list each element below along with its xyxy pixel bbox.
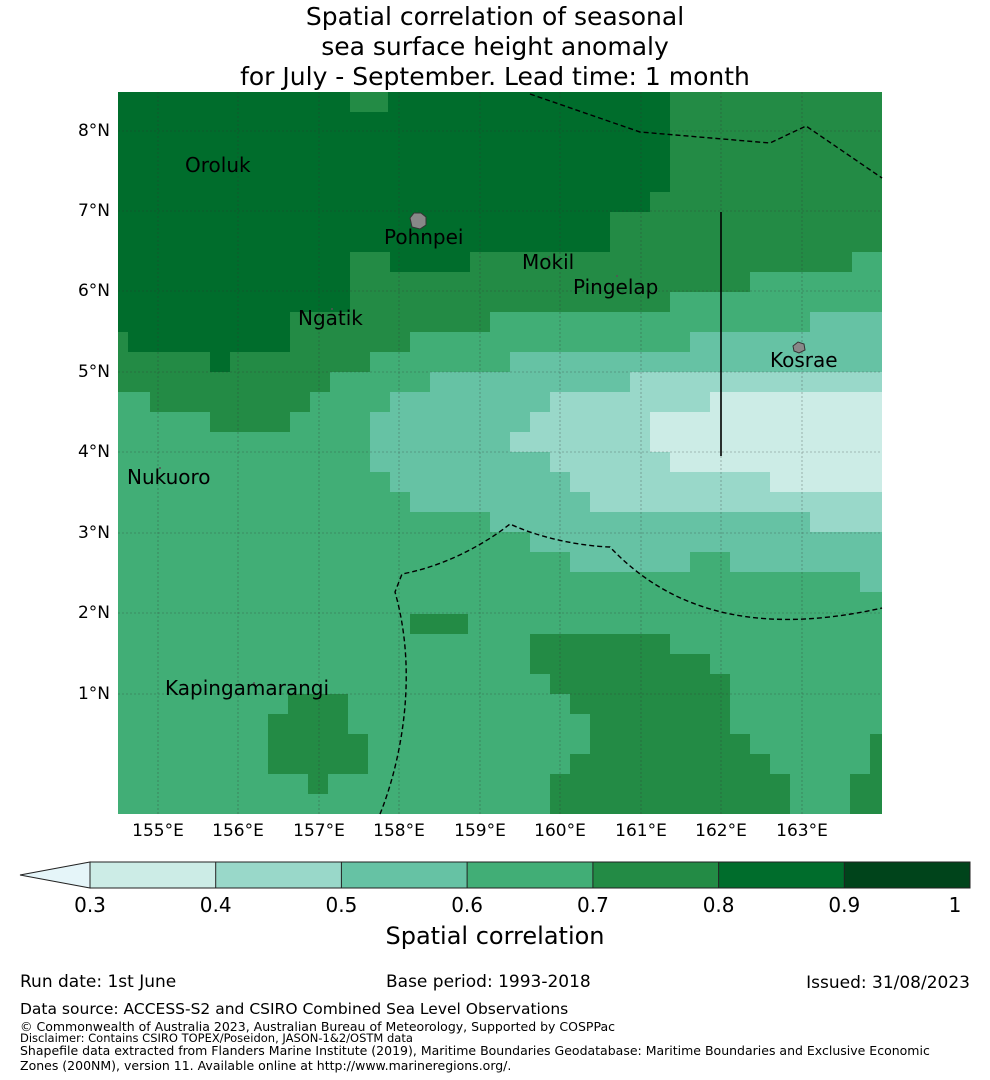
data-source: Data source: ACCESS-S2 and CSIRO Combine…	[20, 1000, 569, 1018]
lon-tick-label: 157°E	[293, 821, 345, 841]
colorbar-tick-label: 0.9	[828, 893, 861, 917]
field-region-03	[650, 392, 882, 492]
colorbar-segment-08	[718, 862, 845, 888]
pohnpei-island	[409, 212, 427, 230]
place-label-oroluk: Oroluk	[185, 153, 251, 177]
run-date: Run date: 1st June	[20, 972, 177, 992]
colorbar-dividers	[215, 862, 845, 888]
place-label-kosrae: Kosrae	[770, 348, 838, 372]
mokil-island	[548, 256, 550, 258]
colorbar-tick-label: 0.7	[576, 893, 609, 917]
field-cell-07	[350, 92, 388, 112]
lon-tick-label: 156°E	[212, 821, 264, 841]
map-title: Spatial correlation of seasonal sea surf…	[0, 2, 990, 92]
place-label-kapingamarangi: Kapingamarangi	[165, 676, 330, 700]
colorbar-segment-07	[592, 862, 719, 888]
grid-lines	[118, 92, 882, 814]
place-label-ngatik: Ngatik	[298, 306, 363, 330]
colorbar-tick-label: 1	[948, 893, 962, 917]
title-line-1: Spatial correlation of seasonal	[305, 2, 685, 31]
lat-tick-label: 6°N	[77, 281, 110, 301]
field-region-08-north	[118, 92, 670, 372]
colorbar	[19, 861, 971, 889]
colorbar-frame	[89, 861, 971, 889]
place-label-pingelap: Pingelap	[573, 275, 659, 299]
title-line-3: for July - September. Lead time: 1 month	[240, 62, 750, 91]
colorbar-segment-03	[90, 862, 216, 888]
base-period: Base period: 1993-2018	[386, 972, 591, 992]
shapefile-credit: Shapefile data extracted from Flanders M…	[20, 1043, 930, 1073]
colorbar-extend-low	[19, 861, 91, 889]
lat-tick-label: 7°N	[77, 201, 110, 221]
lon-tick-label: 162°E	[695, 821, 747, 841]
lat-tick-label: 5°N	[77, 362, 110, 382]
copyright-notice: © Commonwealth of Australia 2023, Austra…	[20, 1019, 615, 1034]
nukuoro-island	[159, 467, 161, 469]
lat-tick-label: 8°N	[77, 121, 110, 141]
issued-date: Issued: 31/08/2023	[806, 973, 970, 993]
lon-tick-label: 158°E	[373, 821, 425, 841]
lon-tick-label: 160°E	[534, 821, 586, 841]
kosrae-island	[792, 341, 806, 354]
place-label-pohnpei: Pohnpei	[384, 225, 464, 249]
field-region-07-southwest	[268, 694, 368, 794]
disclaimer: Disclaimer: Contains CSIRO TOPEX/Poseido…	[20, 1031, 413, 1045]
field-region-07-southeast	[850, 734, 882, 814]
pingelap-island	[616, 275, 618, 277]
field-cell-07	[410, 614, 468, 634]
lat-tick-label: 4°N	[77, 442, 110, 462]
colorbar-tick-label: 0.8	[702, 893, 735, 917]
place-label-mokil: Mokil	[522, 250, 575, 274]
colorbar-tick-label: 0.6	[451, 893, 483, 917]
lon-tick-label: 163°E	[776, 821, 828, 841]
colorbar-tick-label: 0.4	[199, 893, 232, 917]
map-area	[118, 92, 883, 815]
colorbar-segment-06	[467, 862, 593, 888]
ngatik-island	[331, 308, 333, 310]
colorbar-tick-label: 0.5	[325, 893, 358, 917]
colorbar-label: Spatial correlation	[385, 922, 605, 950]
colorbar-tick-label: 0.3	[74, 893, 106, 917]
lat-tick-label: 3°N	[77, 523, 110, 543]
title-line-2: sea surface height anomaly	[321, 32, 669, 61]
colorbar-segment-04	[215, 862, 342, 888]
field-region-07-south	[530, 634, 790, 814]
lon-tick-label: 159°E	[454, 821, 506, 841]
colorbar-segment-09	[844, 862, 970, 888]
lat-tick-label: 2°N	[77, 603, 110, 623]
lat-tick-label: 1°N	[77, 684, 110, 704]
kapingamarangi-island	[253, 682, 255, 684]
colorbar-segment-05	[341, 862, 468, 888]
lon-tick-label: 155°E	[132, 821, 184, 841]
lon-tick-label: 161°E	[615, 821, 667, 841]
place-label-nukuoro: Nukuoro	[127, 465, 211, 489]
